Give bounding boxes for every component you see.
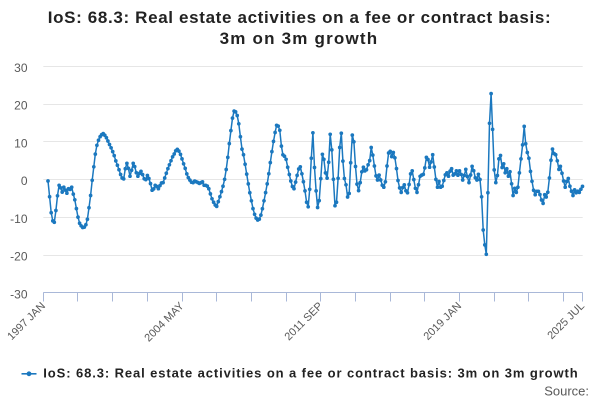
svg-text:IoS: 68.3: Real estate activit: IoS: 68.3: Real estate activities on a f… [48,8,552,27]
svg-text:Source:: Source: [544,383,589,398]
svg-text:0: 0 [21,174,28,188]
svg-text:IoS: 68.3: Real estate activit: IoS: 68.3: Real estate activities on a f… [43,366,578,381]
svg-text:3m on 3m growth: 3m on 3m growth [220,29,379,48]
svg-text:-20: -20 [10,250,28,264]
svg-text:20: 20 [14,99,28,113]
svg-text:10: 10 [14,136,28,150]
svg-text:30: 30 [14,61,28,75]
svg-text:-10: -10 [10,212,28,226]
svg-text:-30: -30 [10,287,28,301]
